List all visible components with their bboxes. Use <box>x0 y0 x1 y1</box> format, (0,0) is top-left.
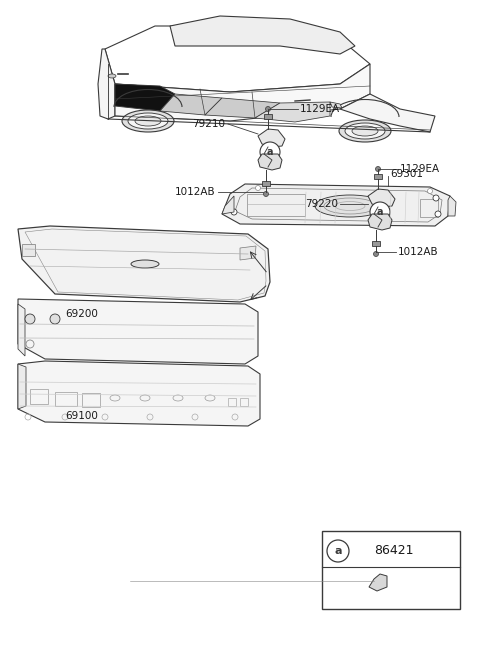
Circle shape <box>50 314 60 324</box>
Text: 86421: 86421 <box>374 544 414 558</box>
Polygon shape <box>369 574 387 591</box>
Ellipse shape <box>345 123 385 139</box>
Polygon shape <box>22 244 35 256</box>
Text: 1129EA: 1129EA <box>400 164 440 174</box>
Polygon shape <box>115 84 175 111</box>
Bar <box>372 241 380 246</box>
Polygon shape <box>18 226 270 302</box>
Polygon shape <box>18 361 260 426</box>
Circle shape <box>370 202 390 222</box>
Bar <box>55 392 77 406</box>
Circle shape <box>255 185 261 191</box>
Polygon shape <box>258 129 285 147</box>
Circle shape <box>327 540 349 562</box>
Ellipse shape <box>108 74 116 78</box>
Ellipse shape <box>339 120 391 142</box>
Ellipse shape <box>315 195 385 217</box>
Text: a: a <box>377 207 383 217</box>
Circle shape <box>428 189 432 193</box>
Text: 69100: 69100 <box>65 411 98 421</box>
Bar <box>30 389 48 404</box>
Ellipse shape <box>135 116 161 126</box>
Polygon shape <box>340 94 435 132</box>
Circle shape <box>265 106 271 112</box>
Text: 69200: 69200 <box>65 309 98 319</box>
Circle shape <box>375 167 381 171</box>
Circle shape <box>373 252 379 256</box>
Bar <box>240 398 248 406</box>
Polygon shape <box>222 196 234 214</box>
Bar <box>247 194 305 204</box>
Polygon shape <box>160 94 222 115</box>
Circle shape <box>25 314 35 324</box>
Bar <box>264 114 272 119</box>
Polygon shape <box>368 214 392 230</box>
Polygon shape <box>255 102 330 122</box>
Circle shape <box>264 191 268 197</box>
Bar <box>262 181 270 186</box>
Polygon shape <box>205 98 280 118</box>
Circle shape <box>435 211 441 217</box>
Polygon shape <box>18 364 26 409</box>
Polygon shape <box>115 64 370 121</box>
Text: 1129EA: 1129EA <box>300 104 340 114</box>
Ellipse shape <box>352 126 378 136</box>
Polygon shape <box>98 49 115 119</box>
Text: a: a <box>267 147 273 157</box>
Polygon shape <box>240 246 256 260</box>
Bar <box>420 199 438 217</box>
Bar <box>228 398 236 406</box>
Text: 79210: 79210 <box>192 119 225 129</box>
Text: a: a <box>334 546 342 556</box>
Text: 1012AB: 1012AB <box>174 187 215 197</box>
Ellipse shape <box>131 260 159 268</box>
Polygon shape <box>170 16 355 54</box>
Circle shape <box>260 142 280 162</box>
Ellipse shape <box>128 113 168 129</box>
Polygon shape <box>448 196 456 216</box>
Polygon shape <box>18 299 258 364</box>
Ellipse shape <box>122 110 174 132</box>
Bar <box>374 174 382 179</box>
Circle shape <box>433 195 439 201</box>
Polygon shape <box>330 102 342 108</box>
Polygon shape <box>258 154 282 170</box>
Text: 1012AB: 1012AB <box>398 247 439 257</box>
Polygon shape <box>18 304 25 356</box>
Text: 69301: 69301 <box>390 169 423 179</box>
Polygon shape <box>222 184 450 226</box>
Bar <box>82 393 100 407</box>
Text: 79220: 79220 <box>305 199 338 209</box>
Polygon shape <box>368 189 395 207</box>
Circle shape <box>231 209 237 215</box>
Bar <box>322 531 460 609</box>
